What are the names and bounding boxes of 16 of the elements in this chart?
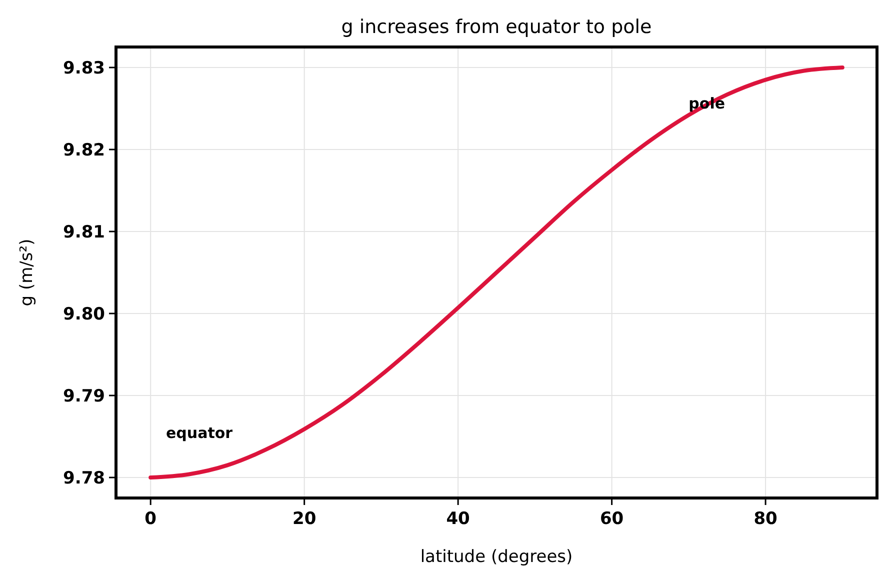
y-tick-label: 9.81 xyxy=(63,222,105,242)
y-tick-label: 9.83 xyxy=(63,58,105,78)
x-axis-title: latitude (degrees) xyxy=(420,547,573,567)
x-tick-label: 20 xyxy=(292,509,316,529)
line-series xyxy=(148,66,844,480)
chart-title: g increases from equator to pole xyxy=(341,16,652,38)
x-tick-label: 60 xyxy=(600,509,624,529)
x-tick-label: 80 xyxy=(754,509,778,529)
annotation: equator xyxy=(166,424,234,442)
y-tick-label: 9.82 xyxy=(63,140,105,160)
x-tick-label: 40 xyxy=(446,509,470,529)
x-tick-label: 0 xyxy=(144,509,157,529)
y-axis-title: g (m/s²) xyxy=(17,238,37,306)
y-tick-label: 9.80 xyxy=(63,304,106,324)
y-tick-label: 9.79 xyxy=(63,386,105,406)
y-tick-label: 9.78 xyxy=(63,468,105,488)
